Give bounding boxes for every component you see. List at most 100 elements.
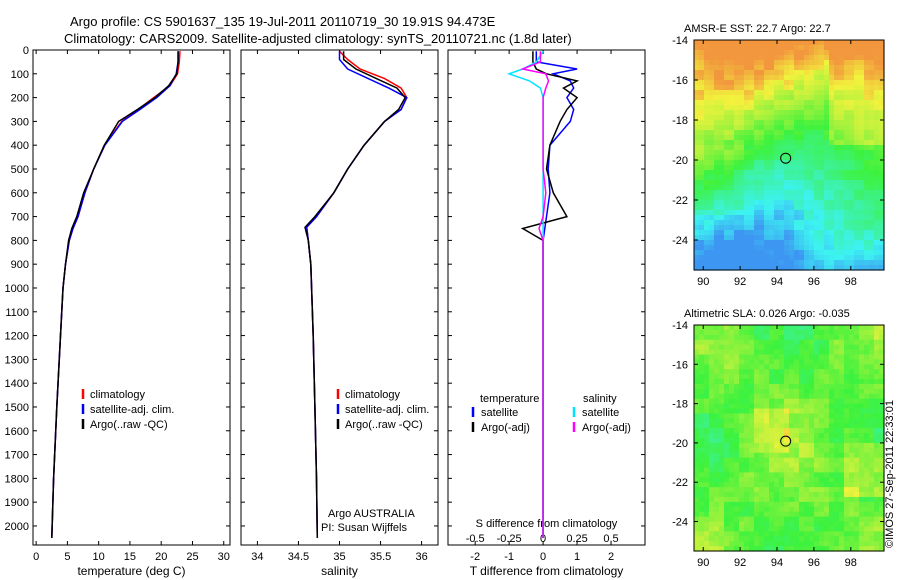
heatmap-cell: [704, 423, 710, 429]
heatmap-cell: [854, 403, 860, 410]
heatmap-cell: [774, 125, 780, 131]
heatmap-cell: [759, 506, 765, 513]
heatmap-cell: [744, 442, 750, 449]
heatmap-cell: [859, 100, 865, 106]
heatmap-cell: [814, 403, 820, 410]
heatmap-cell: [854, 329, 860, 336]
heatmap-cell: [724, 185, 730, 191]
heatmap-cell: [769, 105, 775, 111]
heatmap-cell: [734, 220, 740, 226]
heatmap-cell: [694, 526, 700, 532]
heatmap-cell: [874, 354, 880, 360]
heatmap-cell: [694, 115, 700, 121]
heatmap-cell: [699, 521, 705, 528]
heatmap-cell: [824, 180, 830, 186]
heatmap-cell: [764, 325, 770, 331]
legend-label: satellite-adj. clim.: [345, 404, 429, 416]
heatmap-cell: [714, 155, 720, 161]
heatmap-cell: [754, 110, 760, 116]
heatmap-cell: [744, 210, 750, 216]
heatmap-cell: [849, 45, 855, 51]
heatmap-cell: [824, 438, 830, 444]
heatmap-cell: [764, 374, 770, 380]
heatmap-cell: [744, 433, 750, 439]
heatmap-cell: [824, 90, 830, 96]
heatmap-cell: [859, 482, 865, 488]
x-tick-label: 0: [540, 551, 546, 563]
heatmap-cell: [754, 140, 760, 146]
heatmap-cell: [819, 388, 825, 395]
heatmap-cell: [719, 100, 725, 106]
heatmap-cell: [754, 334, 760, 341]
heatmap-cell: [839, 95, 845, 101]
heatmap-cell: [709, 398, 715, 405]
heatmap-cell: [799, 354, 805, 360]
heatmap-cell: [729, 155, 735, 161]
heatmap-cell: [789, 516, 795, 523]
heatmap-cell: [794, 235, 800, 241]
heatmap-cell: [784, 526, 790, 532]
heatmap-cell: [844, 359, 850, 365]
heatmap-cell: [779, 115, 785, 121]
heatmap-cell: [704, 536, 710, 542]
heatmap-cell: [879, 383, 885, 390]
heatmap-cell: [864, 265, 870, 271]
heatmap-cell: [869, 80, 875, 86]
heatmap-cell: [764, 200, 770, 206]
heatmap-cell: [779, 433, 785, 439]
heatmap-cell: [754, 344, 760, 351]
heatmap-cell: [809, 462, 815, 469]
heatmap-cell: [819, 260, 825, 266]
heatmap-cell: [794, 80, 800, 86]
heatmap-cell: [754, 452, 760, 459]
heatmap-cell: [814, 265, 820, 271]
heatmap-cell: [754, 260, 760, 266]
heatmap-cell: [834, 487, 840, 493]
heatmap-cell: [799, 447, 805, 454]
heatmap-cell: [799, 408, 805, 415]
heatmap-cell: [864, 145, 870, 151]
heatmap-cell: [789, 501, 795, 508]
heatmap-cell: [854, 501, 860, 508]
heatmap-cell: [799, 506, 805, 513]
heatmap-cell: [759, 220, 765, 226]
heatmap-cell: [814, 418, 820, 424]
heatmap-cell: [759, 344, 765, 351]
heatmap-cell: [759, 418, 765, 424]
heatmap-cell: [774, 165, 780, 171]
heatmap-cell: [734, 433, 740, 439]
heatmap-cell: [844, 235, 850, 241]
heatmap-cell: [744, 374, 750, 380]
heatmap-cell: [699, 492, 705, 498]
heatmap-cell: [774, 105, 780, 111]
heatmap-cell: [849, 477, 855, 483]
heatmap-cell: [809, 130, 815, 136]
heatmap-cell: [794, 230, 800, 236]
heatmap-cell: [864, 413, 870, 419]
heatmap-cell: [749, 521, 755, 528]
heatmap-cell: [859, 70, 865, 76]
heatmap-cell: [714, 225, 720, 231]
heatmap-cell: [844, 393, 850, 400]
heatmap-cell: [774, 200, 780, 206]
heatmap-cell: [849, 379, 855, 385]
y-tick-label: 200: [11, 93, 29, 105]
heatmap-cell: [759, 339, 765, 346]
heatmap-cell: [849, 423, 855, 429]
heatmap-cell: [804, 135, 810, 141]
heatmap-cell: [779, 125, 785, 131]
heatmap-cell: [839, 100, 845, 106]
heatmap-cell: [699, 195, 705, 201]
argo-location-marker: [780, 435, 792, 447]
heatmap-cell: [694, 195, 700, 201]
heatmap-cell: [694, 235, 700, 241]
heatmap-cell: [704, 511, 710, 518]
heatmap-cell: [739, 160, 745, 166]
heatmap-cell: [754, 240, 760, 246]
heatmap-cell: [769, 195, 775, 201]
heatmap-cell: [729, 250, 735, 256]
heatmap-cell: [839, 160, 845, 166]
heatmap-cell: [699, 60, 705, 66]
heatmap-cell: [744, 200, 750, 206]
heatmap-cell: [869, 240, 875, 246]
